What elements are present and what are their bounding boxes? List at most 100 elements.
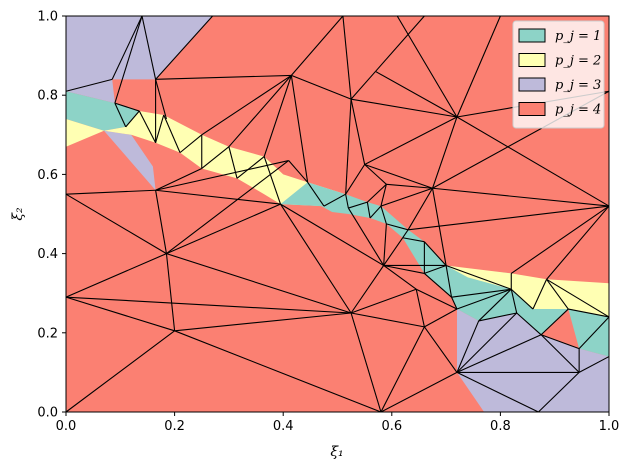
mesh-edge	[380, 205, 387, 225]
mesh-edge	[350, 312, 425, 328]
mesh-edge	[383, 223, 387, 266]
legend: p_j = 1 p_j = 2 p_j = 3 p_j = 4	[512, 20, 605, 129]
mesh-edge	[141, 15, 157, 80]
mesh-edge	[375, 15, 425, 72]
mesh-edge	[432, 116, 458, 189]
mesh-edge	[432, 187, 610, 207]
mesh-edge	[510, 205, 610, 274]
mesh-edge	[345, 194, 349, 209]
legend-label: p_j = 4	[555, 103, 601, 118]
y-axis-ticks: 0.0 0.2 0.4 0.6 0.8 1.0	[37, 10, 66, 421]
mesh-edge	[280, 203, 352, 314]
mesh-edge	[424, 272, 452, 298]
mesh-edge	[350, 288, 417, 314]
mesh-edge	[532, 279, 548, 310]
mesh-edge	[386, 223, 409, 231]
legend-swatch	[518, 28, 546, 43]
mesh-edge	[386, 183, 433, 189]
mesh-edge	[174, 312, 352, 332]
mesh-edge	[155, 190, 167, 254]
mesh-edge	[407, 187, 433, 231]
mesh-edge	[350, 99, 366, 165]
mesh-edge	[288, 160, 309, 183]
mesh-edge	[155, 79, 167, 120]
mesh-edge	[380, 371, 458, 413]
mesh-edge	[383, 264, 425, 274]
mesh-edge	[451, 296, 458, 310]
x-axis-ticks: 0.0 0.2 0.4 0.6 0.8 1.0	[56, 412, 620, 434]
mesh-edge	[540, 334, 580, 350]
mesh-edge	[380, 326, 425, 413]
mesh-edge	[424, 264, 447, 274]
y-tick-label: 1.0	[37, 10, 58, 25]
mesh-edge	[350, 312, 382, 413]
mesh-edge	[402, 229, 409, 239]
legend-label: p_j = 2	[555, 54, 601, 69]
mesh-edge	[347, 207, 385, 266]
mesh-edge	[423, 326, 458, 373]
legend-label: p_j = 1	[555, 29, 601, 44]
mesh-edge	[65, 189, 156, 195]
x-tick-label: 1.0	[599, 419, 620, 434]
region-p1-3	[66, 91, 140, 131]
mesh-edge	[445, 265, 453, 298]
mesh-edge	[456, 334, 542, 373]
mesh-edge	[478, 312, 517, 322]
mesh-edge	[114, 102, 140, 112]
mesh-edge	[431, 188, 447, 266]
mesh-edge	[166, 253, 352, 314]
mesh-edge	[155, 114, 165, 143]
mesh-edge	[568, 308, 610, 318]
x-tick-label: 0.4	[273, 419, 294, 434]
mesh-edge	[478, 288, 512, 322]
mesh-edge	[114, 15, 143, 104]
mesh-edge	[345, 164, 366, 195]
y-tick-label: 0.6	[37, 168, 58, 183]
y-axis-label: ξ₂	[10, 207, 26, 221]
mesh-edge	[342, 15, 352, 100]
mesh-edge	[290, 75, 309, 183]
mesh-edge	[383, 265, 417, 290]
mesh-edge	[456, 312, 518, 373]
mesh-edge	[375, 70, 458, 118]
mesh-edge	[456, 320, 480, 373]
region-layer	[66, 16, 609, 412]
mesh-edge	[166, 203, 281, 255]
mesh-edge	[290, 15, 344, 76]
mesh-edge	[165, 253, 176, 331]
mesh-edge	[155, 74, 292, 80]
mesh-edge	[366, 202, 371, 219]
mesh-edge	[179, 134, 203, 154]
y-tick-label: 0.2	[37, 326, 58, 341]
mesh-edge	[546, 205, 610, 280]
mesh-edge	[307, 182, 325, 207]
mesh-edge	[456, 15, 501, 118]
mesh-edge	[228, 75, 292, 148]
mesh-edge	[163, 114, 181, 153]
mesh-edge	[364, 164, 387, 185]
mesh-edge	[65, 253, 167, 298]
mesh-edge	[415, 288, 458, 310]
mesh-edge	[125, 110, 140, 128]
mesh-edge	[369, 205, 382, 219]
mesh-edge	[510, 289, 518, 314]
mesh-edge	[350, 265, 385, 314]
region-p2-6	[446, 265, 609, 317]
region-p2-4	[66, 111, 365, 209]
mesh-edge	[174, 330, 382, 413]
mesh-edge	[350, 98, 458, 118]
mesh-edge	[201, 146, 230, 169]
mesh-edge	[364, 116, 458, 165]
y-tick-label: 0.8	[37, 89, 58, 104]
mesh-edge	[538, 372, 580, 413]
mesh-edge	[263, 75, 292, 157]
mesh-edge	[65, 193, 167, 255]
mesh-edge	[445, 264, 512, 290]
mesh-edge	[364, 163, 433, 189]
mesh-edge	[546, 278, 610, 318]
legend-swatch	[518, 102, 546, 116]
legend-label: p_j = 3	[555, 78, 601, 93]
mesh-edge	[138, 110, 157, 143]
mesh-edge	[65, 78, 113, 92]
